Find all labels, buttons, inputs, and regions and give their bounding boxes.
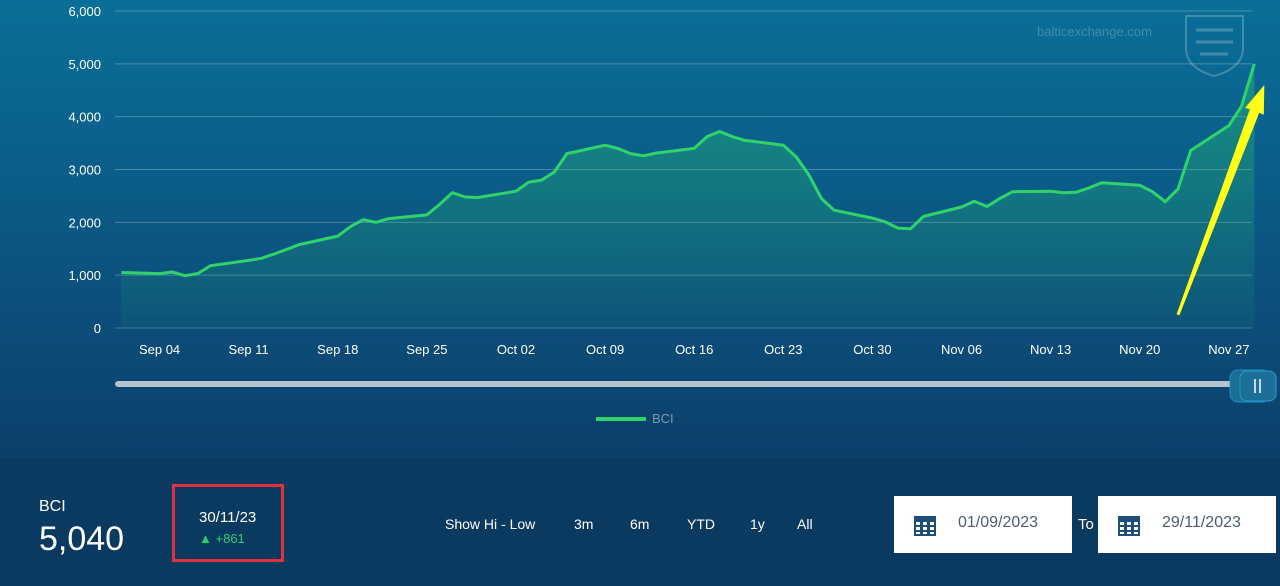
y-tick-label: 6,000 xyxy=(68,4,101,19)
to-date-value[interactable]: 29/11/2023 xyxy=(1162,514,1241,531)
range-6m-button[interactable]: 6m xyxy=(630,516,650,532)
change-highlight-box: 30/11/23 ▲ +861 xyxy=(172,484,284,562)
bci-area-fill xyxy=(121,63,1255,329)
range-1y-button[interactable]: 1y xyxy=(750,516,765,532)
x-tick-label: Oct 23 xyxy=(764,342,802,357)
change-date: 30/11/23 xyxy=(199,509,257,526)
y-tick-label: 5,000 xyxy=(68,57,101,72)
range-ytd-button[interactable]: YTD xyxy=(687,516,715,532)
x-tick-label: Sep 25 xyxy=(406,342,447,357)
y-tick-label: 1,000 xyxy=(68,268,101,283)
y-tick-label: 4,000 xyxy=(68,110,101,125)
x-tick-label: Nov 06 xyxy=(941,342,982,357)
x-tick-label: Oct 30 xyxy=(853,342,891,357)
change-value-row: ▲ +861 xyxy=(199,531,245,546)
y-axis-ticks: 0 1,000 2,000 3,000 4,000 5,000 6,000 xyxy=(68,4,101,336)
from-date-value[interactable]: 01/09/2023 xyxy=(958,514,1039,531)
annotation-arrow xyxy=(1176,85,1265,316)
watermark-text: balticexchange.com xyxy=(1037,24,1152,39)
x-tick-label: Oct 02 xyxy=(497,342,535,357)
x-tick-label: Sep 11 xyxy=(229,342,269,357)
chart-panel: 0 1,000 2,000 3,000 4,000 5,000 6,000 Sep 04 Se… xyxy=(0,0,1280,458)
index-value: 5,040 xyxy=(39,520,125,558)
up-triangle-icon: ▲ xyxy=(199,531,212,546)
x-tick-label: Oct 09 xyxy=(586,342,624,357)
x-tick-label: Sep 18 xyxy=(317,342,358,357)
calendar-icon[interactable] xyxy=(1118,516,1140,536)
range-3m-button[interactable]: 3m xyxy=(574,516,594,532)
range-all-button[interactable]: All xyxy=(797,516,813,532)
range-navigator[interactable] xyxy=(115,369,1277,403)
x-tick-label: Oct 16 xyxy=(675,342,713,357)
x-tick-label: Nov 27 xyxy=(1208,342,1249,357)
baltic-logo-icon xyxy=(1185,15,1244,78)
y-tick-label: 0 xyxy=(94,321,101,336)
change-value: +861 xyxy=(215,531,245,546)
calendar-icon[interactable] xyxy=(914,516,936,536)
y-tick-label: 2,000 xyxy=(68,215,101,230)
x-tick-label: Sep 04 xyxy=(139,342,180,357)
from-date-input[interactable]: 01/09/2023 xyxy=(894,496,1072,553)
bci-series-line xyxy=(121,63,1256,278)
x-tick-label: Nov 13 xyxy=(1030,342,1071,357)
legend[interactable]: BCI xyxy=(596,411,674,426)
yellow-arrow xyxy=(1176,85,1265,316)
to-date-input[interactable]: 29/11/2023 xyxy=(1098,496,1276,553)
y-tick-label: 3,000 xyxy=(68,163,101,178)
x-axis-ticks: Sep 04 Sep 11 Sep 18 Sep 25 Oct 02 Oct 09 Oct … xyxy=(139,342,1250,357)
to-label: To xyxy=(1078,516,1094,533)
index-name: BCI xyxy=(39,498,66,515)
show-hi-low-button[interactable]: Show Hi - Low xyxy=(445,516,536,532)
summary-bar: BCI 5,040 30/11/23 ▲ +861 Show Hi - Low … xyxy=(0,458,1280,586)
x-tick-label: Nov 20 xyxy=(1119,342,1160,357)
navigator-track[interactable] xyxy=(115,381,1245,387)
legend-label[interactable]: BCI xyxy=(652,411,674,426)
